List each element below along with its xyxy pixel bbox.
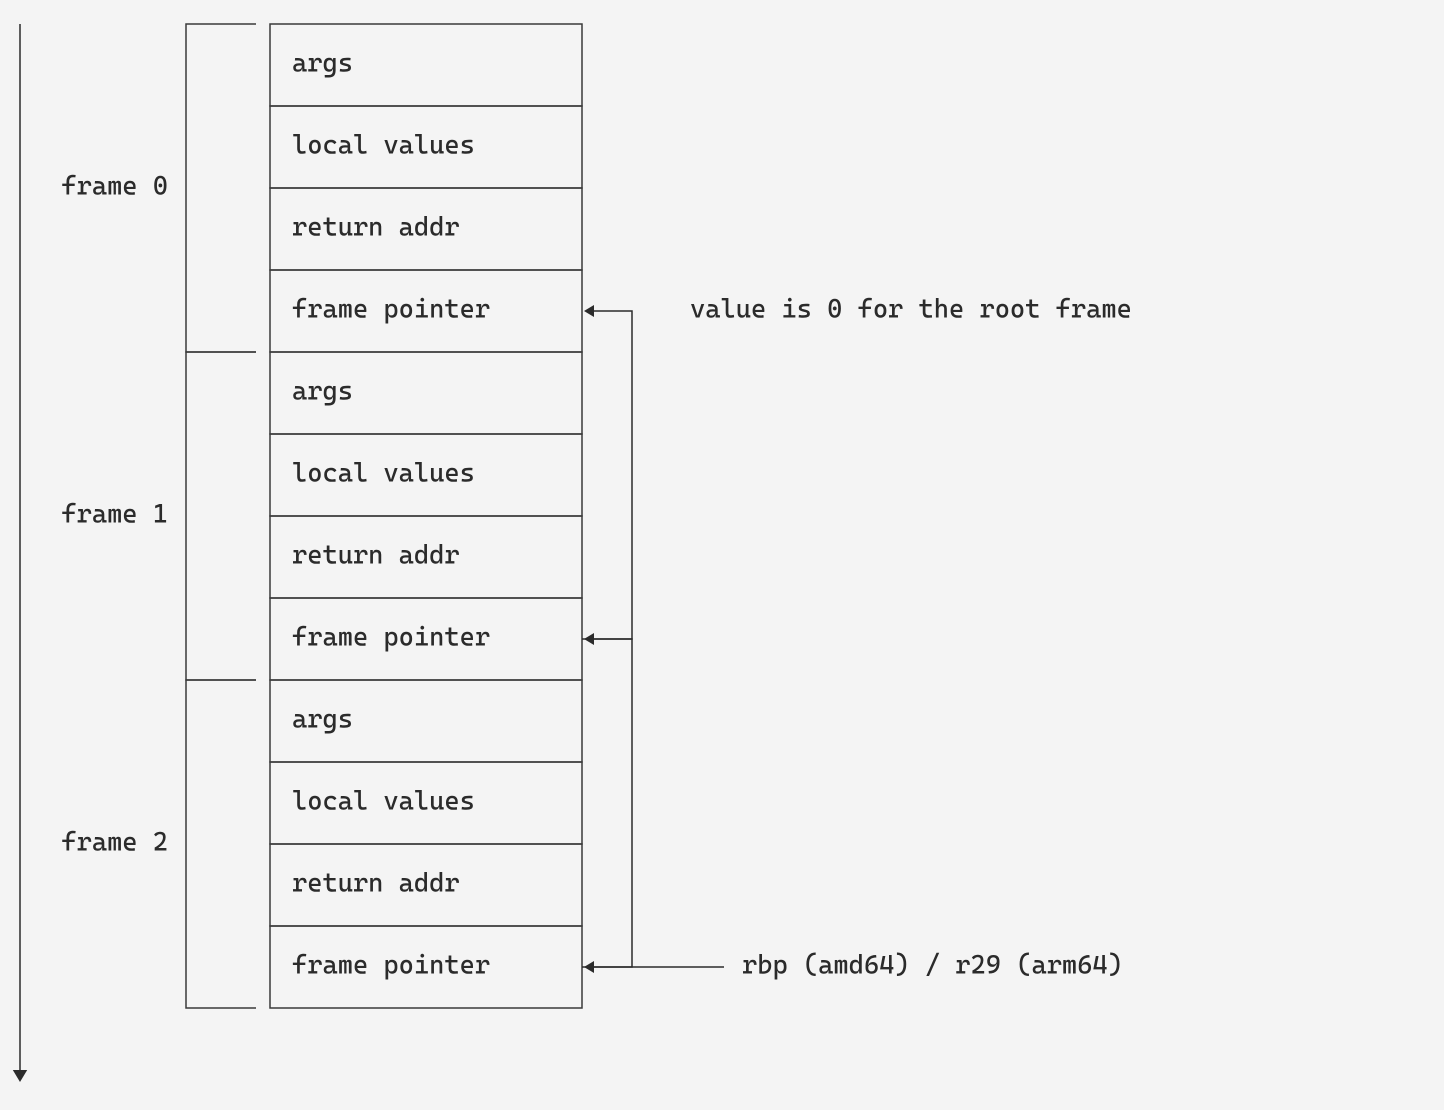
- fp-link-1-to-0: [582, 311, 632, 639]
- stack-diagram: args local values return addr frame pointer…: [0, 0, 1444, 1110]
- frame-label-0: frame 0: [61, 172, 168, 202]
- cell-label-frame1-row1: local values: [292, 459, 475, 489]
- annotation-root-frame: value is 0 for the root frame: [690, 295, 1132, 325]
- fp-link-2-to-1: [582, 639, 632, 967]
- cell-label-frame2-row3: frame pointer: [292, 951, 490, 981]
- bracket-frame2: [186, 680, 256, 1008]
- cell-label-frame0-row2: return addr: [292, 213, 460, 243]
- cell-label-frame2-row2: return addr: [292, 869, 460, 899]
- cell-label-frame0-row0: args: [292, 49, 353, 79]
- frame-label-1: frame 1: [61, 500, 168, 530]
- frame-label-2: frame 2: [61, 828, 168, 858]
- diagram-svg: args local values return addr frame pointer…: [0, 0, 1444, 1110]
- cell-label-frame2-row1: local values: [292, 787, 475, 817]
- bracket-frame1: [186, 352, 256, 680]
- bracket-frame0: [186, 24, 256, 352]
- annotation-register: rbp (amd64) / r29 (arm64): [742, 951, 1123, 981]
- cell-label-frame0-row3: frame pointer: [292, 295, 490, 325]
- cell-label-frame1-row3: frame pointer: [292, 623, 490, 653]
- cell-label-frame0-row1: local values: [292, 131, 475, 161]
- cell-label-frame1-row0: args: [292, 377, 353, 407]
- cell-label-frame2-row0: args: [292, 705, 353, 735]
- cell-label-frame1-row2: return addr: [292, 541, 460, 571]
